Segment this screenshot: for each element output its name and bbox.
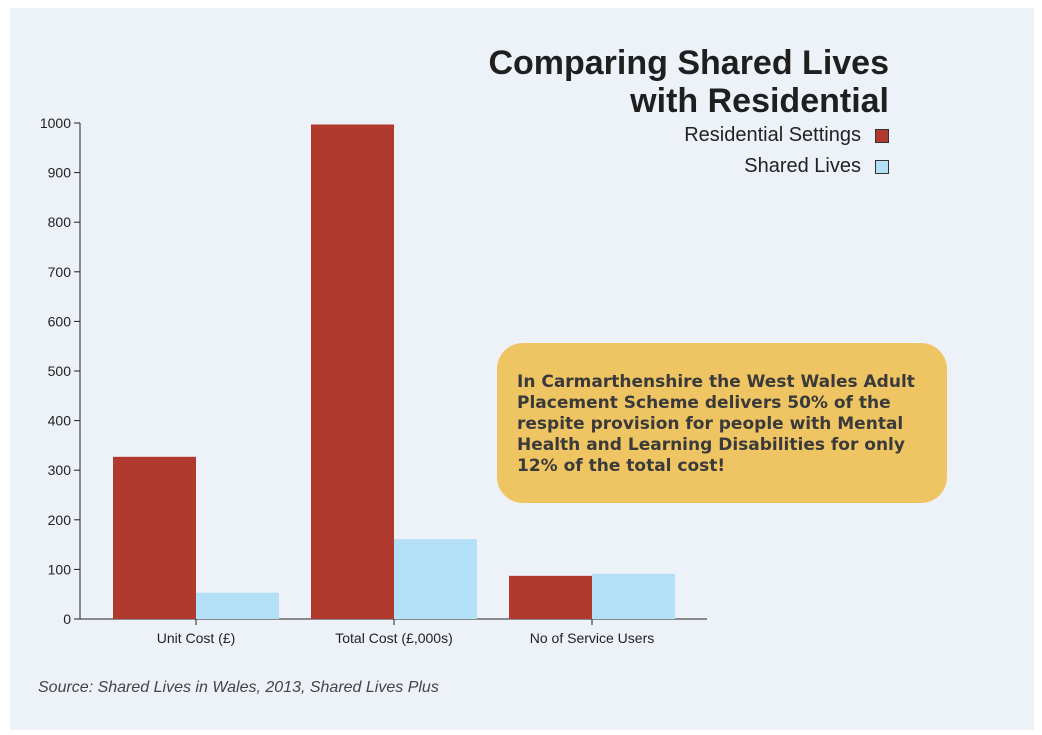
y-tick-label: 500 xyxy=(48,363,72,379)
chart-title-line-1: Comparing Shared Lives xyxy=(488,44,889,82)
bar-shared-lives-1 xyxy=(394,539,477,619)
chart-title: Comparing Shared Lives with Residential xyxy=(488,44,889,120)
legend-swatch-shared-lives xyxy=(875,159,889,174)
chart-panel: 0 100 200 300 400 500 600 700 800 900 1000 Unit Cos… xyxy=(10,8,1034,730)
y-tick-label: 900 xyxy=(48,165,72,181)
legend-swatch-residential xyxy=(875,128,889,143)
bar-chart: 0 100 200 300 400 500 600 700 800 900 1000 Unit Cos… xyxy=(40,115,707,646)
y-tick-label: 700 xyxy=(48,264,72,280)
chart-title-line-2: with Residential xyxy=(630,82,889,120)
bar-shared-lives-0 xyxy=(196,592,279,619)
callout-text: In Carmarthenshire the West Wales Adult … xyxy=(517,372,915,476)
y-tick-label: 300 xyxy=(48,462,72,478)
x-tick-label: No of Service Users xyxy=(530,630,654,646)
bar-residential-2 xyxy=(509,575,592,619)
legend: Residential Settings Shared Lives xyxy=(684,120,889,182)
bar-residential-1 xyxy=(311,124,394,619)
y-tick-label: 400 xyxy=(48,413,72,429)
y-tick-label: 1000 xyxy=(40,115,71,131)
x-tick-label: Unit Cost (£) xyxy=(157,630,236,646)
callout-box: In Carmarthenshire the West Wales Adult … xyxy=(497,343,947,503)
y-tick-label: 0 xyxy=(63,611,71,627)
x-tick-label: Total Cost (£,000s) xyxy=(335,630,453,646)
legend-item-shared-lives: Shared Lives xyxy=(684,151,889,182)
legend-label-shared-lives: Shared Lives xyxy=(744,155,861,177)
legend-item-residential: Residential Settings xyxy=(684,120,889,151)
legend-label-residential: Residential Settings xyxy=(684,124,861,146)
bar-shared-lives-2 xyxy=(592,573,675,619)
y-tick-label: 200 xyxy=(48,512,72,528)
bar-residential-0 xyxy=(113,456,196,619)
y-tick-label: 100 xyxy=(48,561,72,577)
source-note: Source: Shared Lives in Wales, 2013, Sha… xyxy=(38,679,439,696)
y-tick-label: 800 xyxy=(48,214,72,230)
y-tick-label: 600 xyxy=(48,313,72,329)
